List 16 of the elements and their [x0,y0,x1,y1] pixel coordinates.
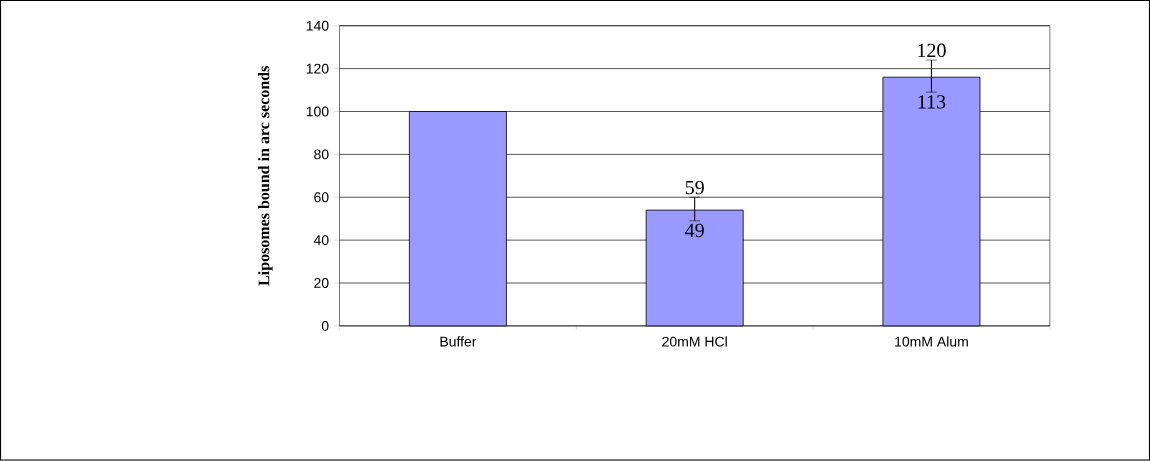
x-tick-label: Buffer [440,336,477,347]
y-tick-label: 120 [306,63,329,74]
y-tick-label: 0 [321,321,329,331]
y-tick-label: 20 [314,278,329,289]
y-tick-label: 60 [314,192,329,203]
y-tick-label: 140 [306,20,329,31]
annotation: 113 [918,95,946,109]
y-tick-label: 80 [314,149,329,160]
y-axis-title: Liposomes bound in arc seconds [258,66,273,286]
x-tick-label: 20mM HCl [662,336,727,347]
annotation: 120 [918,43,946,58]
y-tick-label: 100 [306,106,329,117]
x-tick-label: 10mM Alum [895,336,968,347]
annotation: 49 [685,223,704,238]
y-tick-label: 40 [313,235,329,246]
annotation: 59 [685,181,704,195]
